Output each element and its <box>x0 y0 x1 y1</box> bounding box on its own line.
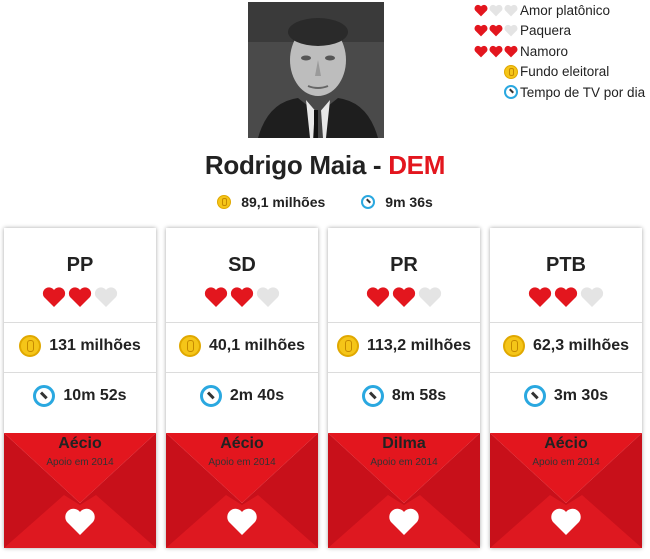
coin-icon <box>19 335 42 357</box>
heart-icon <box>204 287 228 307</box>
card-party-name: PR <box>390 254 418 276</box>
card-support-candidate: Aécio <box>220 435 264 452</box>
party-card: PP 131 milhões 10m 52s Aécio Apoio em 20… <box>4 228 156 548</box>
hearts-icon <box>458 24 518 37</box>
coin-icon <box>178 335 201 357</box>
card-tv-time-value: 10m 52s <box>63 387 127 404</box>
coin-icon <box>336 335 359 357</box>
clock-icon <box>33 385 56 407</box>
card-support-candidate: Dilma <box>382 435 426 452</box>
divider <box>166 372 318 373</box>
heart-icon <box>256 287 280 307</box>
legend: Amor platônico Paquera Namoro Fundo elei… <box>458 0 648 103</box>
card-tv-time: 8m 58s <box>328 385 480 407</box>
coin-icon <box>502 335 525 357</box>
card-support-candidate: Aécio <box>544 435 588 452</box>
candidate-fund: 89,1 milhões <box>217 194 325 210</box>
card-tv-time: 3m 30s <box>490 385 642 407</box>
coin-icon <box>504 64 518 79</box>
heart-icon <box>42 287 66 307</box>
card-fund: 62,3 milhões <box>490 335 642 357</box>
card-hearts <box>328 286 480 308</box>
card-party-name: SD <box>228 254 256 276</box>
legend-label: Tempo de TV por dia <box>520 84 646 100</box>
candidate-tv-time-value: 9m 36s <box>385 194 433 210</box>
envelope-icon <box>328 433 480 548</box>
candidate-name-text: Rodrigo Maia - <box>204 150 389 180</box>
card-fund: 131 milhões <box>4 335 156 357</box>
heart-icon <box>230 287 254 307</box>
hearts-icon <box>458 45 518 58</box>
heart-icon <box>580 287 604 307</box>
card-support-candidate: Aécio <box>58 435 102 452</box>
clock-icon <box>361 195 376 209</box>
coin-icon <box>217 195 232 209</box>
divider <box>490 372 642 373</box>
card-fund-value: 62,3 milhões <box>532 337 630 354</box>
card-fund: 113,2 milhões <box>328 335 480 357</box>
legend-row-flirt: Paquera <box>458 21 648 42</box>
party-card: PTB 62,3 milhões 3m 30s Aécio Apoio em 2… <box>490 228 642 548</box>
legend-row-tv: Tempo de TV por dia <box>458 82 648 103</box>
hearts-icon <box>458 4 518 17</box>
clock-icon <box>504 85 518 100</box>
card-party-name: PP <box>66 254 94 276</box>
card-fund: 40,1 milhões <box>166 335 318 357</box>
candidate-stats: 89,1 milhões 9m 36s <box>0 194 650 210</box>
clock-icon <box>199 385 222 407</box>
card-hearts <box>490 286 642 308</box>
card-tv-time-value: 8m 58s <box>391 387 447 404</box>
candidate-party: DEM <box>388 150 446 180</box>
card-tv-time-value: 2m 40s <box>229 387 285 404</box>
legend-icon-slot <box>458 85 518 100</box>
divider <box>4 372 156 373</box>
card-fund-value: 113,2 milhões <box>366 337 472 354</box>
legend-label: Namoro <box>520 43 569 59</box>
card-hearts <box>166 286 318 308</box>
divider <box>328 322 480 323</box>
card-tv-time: 10m 52s <box>4 385 156 407</box>
legend-row-fund: Fundo eleitoral <box>458 62 648 83</box>
heart-icon <box>392 287 416 307</box>
party-card: SD 40,1 milhões 2m 40s Aécio Apoio em 20… <box>166 228 318 548</box>
legend-label: Fundo eleitoral <box>520 64 610 80</box>
card-support-label: Apoio em 2014 <box>370 457 438 468</box>
card-support-label: Apoio em 2014 <box>532 457 600 468</box>
heart-icon <box>94 287 118 307</box>
party-card: PR 113,2 milhões 8m 58s Dilma Apoio em 2… <box>328 228 480 548</box>
divider <box>166 322 318 323</box>
card-support-label: Apoio em 2014 <box>46 457 114 468</box>
card-tv-time-value: 3m 30s <box>553 387 609 404</box>
envelope-icon <box>166 433 318 548</box>
legend-label: Paquera <box>520 23 572 39</box>
legend-icon-slot <box>458 64 518 79</box>
legend-row-platonic: Amor platônico <box>458 0 648 21</box>
heart-icon <box>528 287 552 307</box>
card-tv-time: 2m 40s <box>166 385 318 407</box>
envelope-icon <box>490 433 642 548</box>
legend-label: Amor platônico <box>520 2 611 18</box>
clock-icon <box>361 385 384 407</box>
candidate-fund-value: 89,1 milhões <box>241 194 326 210</box>
card-fund-value: 40,1 milhões <box>208 337 306 354</box>
heart-icon <box>68 287 92 307</box>
heart-icon <box>418 287 442 307</box>
heart-icon <box>366 287 390 307</box>
card-hearts <box>4 286 156 308</box>
card-fund-value: 131 milhões <box>49 337 141 354</box>
card-support-label: Apoio em 2014 <box>208 457 276 468</box>
divider <box>4 322 156 323</box>
card-party-name: PTB <box>546 254 586 276</box>
envelope-icon <box>4 433 156 548</box>
clock-icon <box>523 385 546 407</box>
legend-row-dating: Namoro <box>458 41 648 62</box>
candidate-name: Rodrigo Maia - DEM <box>0 150 650 181</box>
candidate-tv-time: 9m 36s <box>361 194 433 210</box>
divider <box>328 372 480 373</box>
candidate-photo <box>248 2 384 138</box>
heart-icon <box>554 287 578 307</box>
divider <box>490 322 642 323</box>
